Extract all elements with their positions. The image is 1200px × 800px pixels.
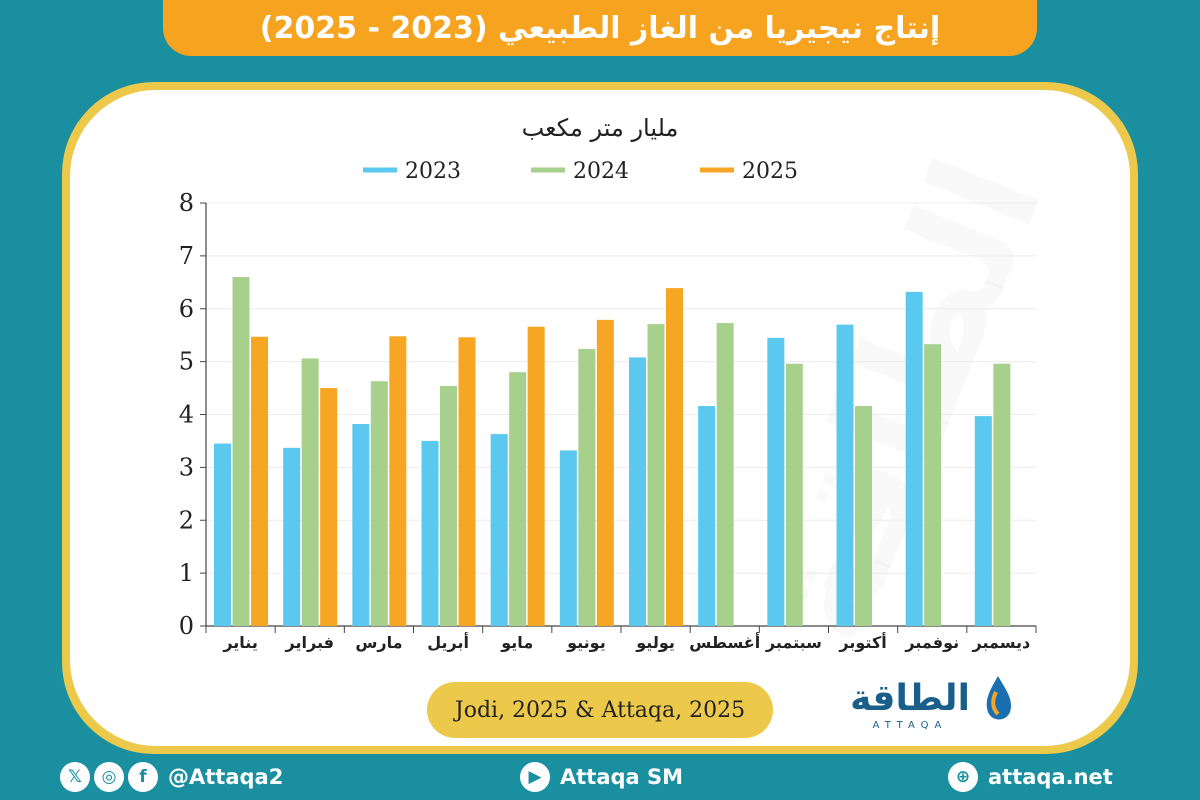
bar-2024-2 (301, 358, 319, 626)
x-tick-label: ديسمبر (972, 633, 1031, 652)
page-title: إنتاج نيجيريا من الغاز الطبيعي (2023 - 2… (259, 10, 941, 46)
bar-2023-5 (490, 434, 508, 626)
attaqa-logo: الطاقة ATTAQA (850, 676, 1012, 731)
bar-2023-3 (352, 424, 370, 626)
x-tick-label: مارس (355, 633, 402, 652)
y-tick-label: 2 (179, 506, 194, 534)
x-tick-label: أغسطس (689, 632, 760, 652)
bar-2024-5 (509, 372, 527, 626)
facebook-icon[interactable]: f (128, 762, 158, 792)
x-tick-label: نوفمبر (904, 633, 959, 652)
bar-2024-10 (855, 406, 872, 626)
y-tick-label: 3 (179, 453, 194, 481)
globe-icon: ⊕ (948, 762, 978, 792)
legend-label-2025: 2025 (742, 159, 798, 184)
bar-2025-5 (527, 326, 545, 626)
chart-title: مليار متر مكعب (522, 114, 679, 142)
youtube-icon: ▶ (520, 762, 550, 792)
bar-2025-4 (458, 337, 476, 626)
x-tick-label: يوليو (635, 633, 675, 652)
bar-2023-1 (214, 443, 231, 626)
youtube-link[interactable]: ▶ Attaqa SM (520, 754, 683, 800)
bar-2023-11 (905, 291, 923, 626)
y-tick-label: 7 (179, 242, 194, 270)
bar-2023-6 (559, 450, 577, 626)
x-tick-label: يونيو (566, 633, 606, 652)
bar-2023-10 (836, 324, 854, 626)
website-link[interactable]: ⊕ attaqa.net (948, 754, 1113, 800)
bar-2023-4 (421, 440, 439, 626)
y-tick-label: 0 (179, 612, 194, 640)
bar-2023-2 (283, 447, 301, 626)
bar-2023-12 (974, 416, 992, 626)
y-tick-label: 4 (179, 401, 194, 429)
instagram-icon[interactable]: ◎ (94, 762, 124, 792)
x-tick-label: أبريل (427, 632, 469, 652)
website-url[interactable]: attaqa.net (988, 765, 1113, 789)
legend-label-2024: 2024 (573, 159, 629, 184)
legend-label-2023: 2023 (405, 159, 461, 184)
bar-2024-8 (716, 323, 734, 626)
y-tick-label: 5 (179, 348, 194, 376)
x-tick-label: يناير (222, 633, 258, 652)
x-tick-label: أكتوبر (838, 632, 886, 652)
bar-2025-6 (596, 319, 614, 626)
bar-2024-4 (440, 385, 457, 626)
social-links: 𝕏 ◎ f @Attaqa2 (60, 754, 283, 800)
bar-2024-3 (370, 381, 388, 626)
bar-2025-2 (320, 388, 338, 626)
logo-arabic: الطاقة (850, 678, 970, 719)
x-tick-label: سبتمبر (765, 633, 822, 652)
bar-2024-9 (785, 363, 803, 626)
title-banner: إنتاج نيجيريا من الغاز الطبيعي (2023 - 2… (163, 0, 1037, 56)
bar-2024-12 (993, 363, 1011, 626)
bar-2023-8 (698, 406, 716, 626)
bar-2023-7 (629, 357, 646, 626)
logo-latin: ATTAQA (873, 720, 948, 731)
bar-2024-1 (232, 277, 250, 626)
youtube-channel[interactable]: Attaqa SM (560, 765, 684, 789)
bar-2024-6 (578, 348, 596, 626)
bar-2025-7 (666, 288, 683, 626)
y-tick-label: 6 (179, 295, 194, 323)
source-box: Jodi, 2025 & Attaqa, 2025 (427, 682, 773, 738)
bar-2023-9 (767, 337, 785, 626)
bar-2024-7 (647, 324, 665, 626)
footer: 𝕏 ◎ f @Attaqa2 ▶ Attaqa SM ⊕ attaqa.net (0, 754, 1200, 800)
x-tick-label: فبراير (285, 633, 334, 652)
x-tick-label: مايو (500, 633, 533, 652)
x-icon[interactable]: 𝕏 (60, 762, 90, 792)
bar-2025-1 (251, 336, 268, 626)
bar-2024-11 (924, 344, 942, 626)
bar-2025-3 (389, 336, 407, 626)
y-tick-label: 8 (179, 189, 194, 217)
source-text: Jodi, 2025 & Attaqa, 2025 (454, 697, 746, 723)
social-handle[interactable]: @Attaqa2 (168, 765, 284, 789)
y-tick-label: 1 (179, 559, 194, 587)
